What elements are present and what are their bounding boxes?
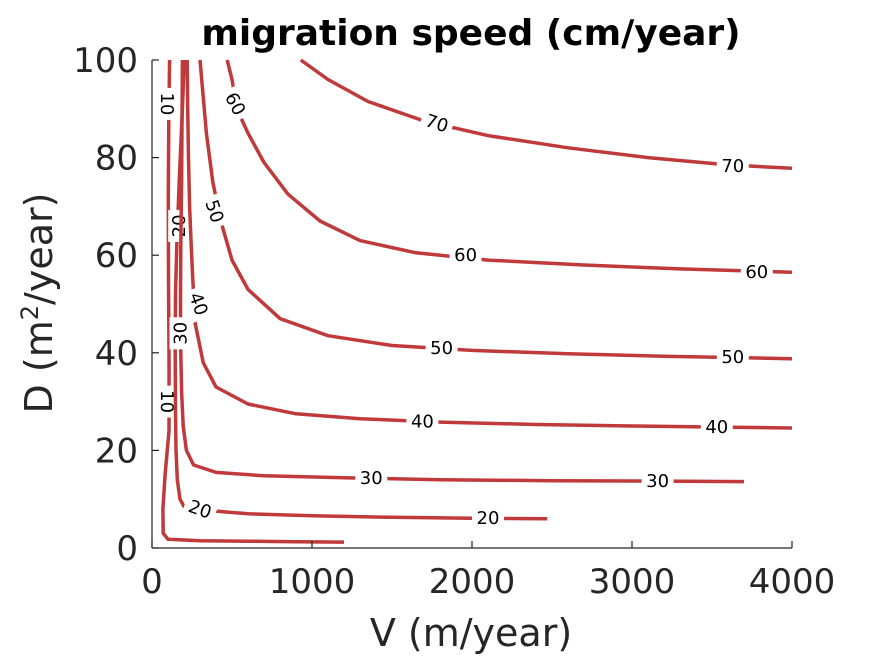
x-axis-label: V (m/year) xyxy=(370,611,572,655)
contour-label-background xyxy=(169,317,192,350)
x-tick-label: 4000 xyxy=(749,562,836,602)
axes: 0 1000 2000 3000 4000 0 20 40 60 80 100 xyxy=(73,41,835,602)
contour-label-text: 30 xyxy=(360,468,383,489)
contour-label-background xyxy=(217,84,253,124)
contour-label-background xyxy=(449,244,482,267)
contour-label: 50 xyxy=(198,192,230,230)
contour-label: 50 xyxy=(716,346,749,369)
contour-label-background xyxy=(156,87,179,120)
contour-label: 30 xyxy=(641,470,674,493)
contour-line xyxy=(178,59,745,484)
y-tick-label: 80 xyxy=(95,139,138,179)
contour-label-background xyxy=(168,209,191,242)
contour-line xyxy=(173,59,548,521)
contour-level-40: 40 40 40 xyxy=(182,59,793,438)
contour-label-background xyxy=(156,385,179,418)
contour-label-background xyxy=(182,285,215,323)
y-tick-label: 40 xyxy=(95,334,138,374)
contour-label-background xyxy=(418,107,456,139)
x-tick-label: 2000 xyxy=(429,562,516,602)
contour-label-background xyxy=(641,470,674,493)
contour-label: 40 xyxy=(700,416,733,438)
contour-label: 20 xyxy=(472,507,504,530)
contour-label-text: 10 xyxy=(156,92,177,115)
contour-line xyxy=(185,59,793,430)
y-tick-label: 0 xyxy=(116,529,138,569)
contour-label: 60 xyxy=(217,84,253,124)
x-tick-label: 0 xyxy=(141,562,163,602)
contour-label: 70 xyxy=(418,107,456,139)
contour-label: 10 xyxy=(156,385,179,418)
contour-label: 30 xyxy=(355,467,388,490)
contour-label-text: 60 xyxy=(745,262,768,283)
contour-label: 20 xyxy=(181,493,219,526)
contour-level-60: 60 60 60 xyxy=(217,59,793,283)
contour-level-70: 70 70 xyxy=(299,58,793,177)
contour-label-background xyxy=(406,410,439,433)
contour-label: 60 xyxy=(449,244,482,267)
contour-label-background xyxy=(355,467,388,490)
y-axis-label: D (m2/year) xyxy=(16,193,61,414)
contour-label-background xyxy=(425,336,458,359)
contour-line xyxy=(225,59,793,275)
contour-label-text: 50 xyxy=(430,338,453,359)
contour-label-text: 30 xyxy=(646,471,669,492)
contour-label-background xyxy=(740,260,773,283)
contour-level-50: 50 50 50 xyxy=(198,59,793,369)
contour-label: 60 xyxy=(740,260,773,283)
contour-label-text: 40 xyxy=(411,412,434,433)
contour-label-text: 60 xyxy=(454,245,477,266)
y-axis-label-tail: /year) xyxy=(17,193,61,305)
x-tick-label: 3000 xyxy=(589,562,676,602)
contour-label-background xyxy=(700,416,733,438)
y-tick-label: 60 xyxy=(95,236,138,276)
contour-label-background xyxy=(716,346,749,369)
contour-line xyxy=(198,59,793,361)
y-axis-label-superscript: 2 xyxy=(16,305,44,320)
contour-label-text: 30 xyxy=(171,322,192,345)
contour-level-10: 10 10 xyxy=(156,59,345,544)
contour-label: 50 xyxy=(425,336,458,359)
contour-label-text: 40 xyxy=(705,417,728,438)
x-tick-label: 1000 xyxy=(269,562,356,602)
contour-label-text: 50 xyxy=(721,347,744,368)
contour-label-background xyxy=(472,507,504,530)
contour-label: 40 xyxy=(182,285,215,323)
contour-label-text: 10 xyxy=(156,390,177,413)
contour-label-background xyxy=(198,192,230,230)
y-tick-label: 100 xyxy=(73,41,138,81)
contour-label: 70 xyxy=(716,154,749,177)
contour-label: 10 xyxy=(156,87,179,120)
y-axis-label-main: D (m xyxy=(17,320,61,413)
chart-title: migration speed (cm/year) xyxy=(201,13,740,54)
contour-label-text: 70 xyxy=(721,156,744,177)
contour-label: 40 xyxy=(406,410,439,433)
contour-label-text: 20 xyxy=(477,508,500,529)
contour-level-30: 30 30 30 xyxy=(169,59,745,493)
y-tick-label: 20 xyxy=(95,431,138,471)
contour-label: 30 xyxy=(169,317,192,350)
contour-label-background xyxy=(716,154,749,177)
contour-label-background xyxy=(181,493,219,526)
contour-line xyxy=(299,58,793,171)
